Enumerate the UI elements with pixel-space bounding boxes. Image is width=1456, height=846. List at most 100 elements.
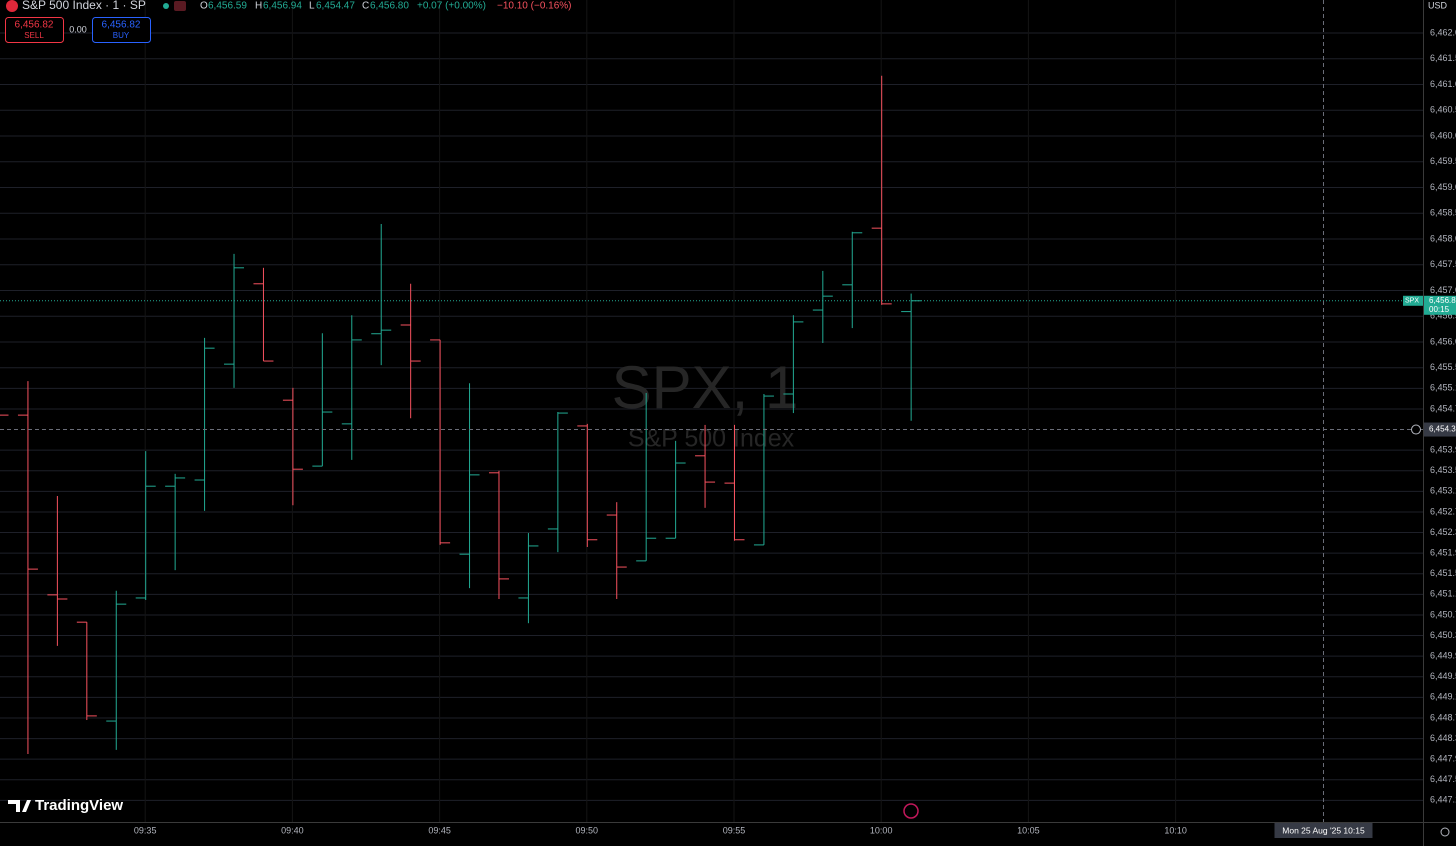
x-tick-label: 10:00 xyxy=(870,825,893,835)
ohlc-bar xyxy=(724,424,745,541)
o-value: 6,456.59 xyxy=(208,1,247,12)
ohlc-bar xyxy=(165,473,186,571)
x-tick-label: 09:55 xyxy=(723,825,746,835)
y-tick-label: 6,452.3 xyxy=(1430,527,1456,537)
y-tick-label: 6,453.5 xyxy=(1430,465,1456,475)
ohlc-bar xyxy=(194,337,215,511)
watermark-subtitle: S&P 500 Index xyxy=(628,425,795,453)
y-tick-label: 6,460.5 xyxy=(1430,105,1456,115)
y-tick-label: 6,455.5 xyxy=(1430,362,1456,372)
ohlc-bar xyxy=(606,502,627,599)
c-label: C xyxy=(362,1,369,12)
l-value: 6,454.47 xyxy=(316,1,355,12)
y-tick-label: 6,449.5 xyxy=(1430,671,1456,681)
y-tick-label: 6,459.0 xyxy=(1430,182,1456,192)
buy-button[interactable] xyxy=(92,17,151,43)
crosshair-plus[interactable] xyxy=(1411,424,1421,435)
currency-box xyxy=(1424,0,1456,13)
ohlc-bar xyxy=(577,423,598,547)
y-tick-label: 6,452.7 xyxy=(1430,506,1456,516)
currency[interactable]: USD xyxy=(1428,0,1448,10)
brand-logo xyxy=(8,800,31,812)
ohlc-bar xyxy=(547,412,568,553)
overlays xyxy=(0,0,1423,822)
y-tick-label: 6,458.0 xyxy=(1430,233,1456,243)
sell-button[interactable] xyxy=(5,17,64,43)
brand[interactable]: TradingView xyxy=(35,797,123,814)
y-tick-label: 6,461.0 xyxy=(1430,79,1456,89)
y-tick-label: 6,447.9 xyxy=(1430,754,1456,764)
spread: 0.00 xyxy=(69,24,87,34)
events-icon[interactable] xyxy=(903,803,919,819)
settings-icon[interactable] xyxy=(1440,827,1450,837)
c-value: 6,456.80 xyxy=(370,1,409,12)
grid xyxy=(0,0,1423,822)
y-tick-label: 6,451.5 xyxy=(1430,568,1456,578)
o-label: O xyxy=(200,1,208,12)
ohlc-bar xyxy=(106,590,127,750)
y-tick-label: 6,447.1 xyxy=(1430,795,1456,805)
crosshair-time-box xyxy=(1274,823,1373,838)
change: +0.07 (+0.00%) xyxy=(417,1,486,12)
ohlc-bar xyxy=(253,267,274,362)
y-tick-label: 6,458.5 xyxy=(1430,208,1456,218)
y-tick-label: 6,453.1 xyxy=(1430,486,1456,496)
y-tick-label: 6,451.9 xyxy=(1430,548,1456,558)
watermark-title: SPX, 1 xyxy=(612,354,799,421)
ohlc-bar xyxy=(341,315,362,460)
symbol-tag xyxy=(1403,295,1423,306)
last-price-label: 6,456.8 xyxy=(1429,296,1456,305)
ohlc-bar xyxy=(636,392,657,562)
symbol-logo xyxy=(6,0,18,12)
ohlc-bar xyxy=(695,424,716,508)
y-tick-label: 6,459.5 xyxy=(1430,156,1456,166)
y-tick-label: 6,450.3 xyxy=(1430,630,1456,640)
y-tick-label: 6,456.0 xyxy=(1430,336,1456,346)
ohlc-bar xyxy=(282,387,303,506)
ohlc-bar xyxy=(488,470,509,599)
buy-price: 6,456.82 xyxy=(102,20,141,31)
ohlc-bar xyxy=(665,440,686,539)
crosshair-price-box xyxy=(1424,422,1456,437)
x-tick-label: 09:45 xyxy=(428,825,451,835)
y-tick-label: 6,462.0 xyxy=(1430,27,1456,37)
symbol-tag-label: SPX xyxy=(1405,298,1419,305)
ohlc-bar xyxy=(871,75,892,305)
y-tick-label: 6,457.5 xyxy=(1430,259,1456,269)
ohlc-bar xyxy=(753,394,774,546)
day-change: −10.10 (−0.16%) xyxy=(497,1,572,12)
ohlc-bar xyxy=(312,333,333,467)
ohlc-bar xyxy=(400,283,421,419)
data-icon xyxy=(174,1,186,11)
y-tick-label: 6,448.3 xyxy=(1430,733,1456,743)
l-label: L xyxy=(309,1,315,12)
y-tick-label: 6,457.0 xyxy=(1430,285,1456,295)
buy-label: BUY xyxy=(113,31,130,40)
y-tick-label: 6,454.7 xyxy=(1430,403,1456,413)
ohlc-bar xyxy=(135,451,156,601)
market-status xyxy=(163,3,169,9)
y-tick-label: 6,449.9 xyxy=(1430,651,1456,661)
last-price-box xyxy=(1424,295,1456,315)
ohlc-bar xyxy=(459,383,480,589)
x-axis: 09:35 09:40 09:45 09:50 09:55 10:00 10:05 10:10… xyxy=(134,823,1373,838)
x-tick-label: 09:40 xyxy=(281,825,304,835)
sell-label: SELL xyxy=(24,31,44,40)
ohlc-bar xyxy=(47,495,68,646)
x-tick-label: 09:50 xyxy=(576,825,599,835)
h-value: 6,456.94 xyxy=(263,1,302,12)
y-tick-label: 6,449.1 xyxy=(1430,692,1456,702)
y-tick-label: 6,460.0 xyxy=(1430,130,1456,140)
symbol[interactable]: S&P 500 Index · 1 · SP xyxy=(22,0,146,12)
ohlc-bar xyxy=(518,533,539,624)
ohlc-bar xyxy=(812,270,833,344)
sell-price: 6,456.82 xyxy=(15,20,54,31)
ohlc-bar xyxy=(224,253,245,388)
crosshair-time: Mon 25 Aug '25 10:15 xyxy=(1282,825,1365,835)
ohlc-bar xyxy=(430,339,451,545)
y-tick-label: 6,456.5 xyxy=(1430,311,1456,321)
y-tick-label: 6,453.9 xyxy=(1430,445,1456,455)
y-tick-label: 6,448.7 xyxy=(1430,712,1456,722)
